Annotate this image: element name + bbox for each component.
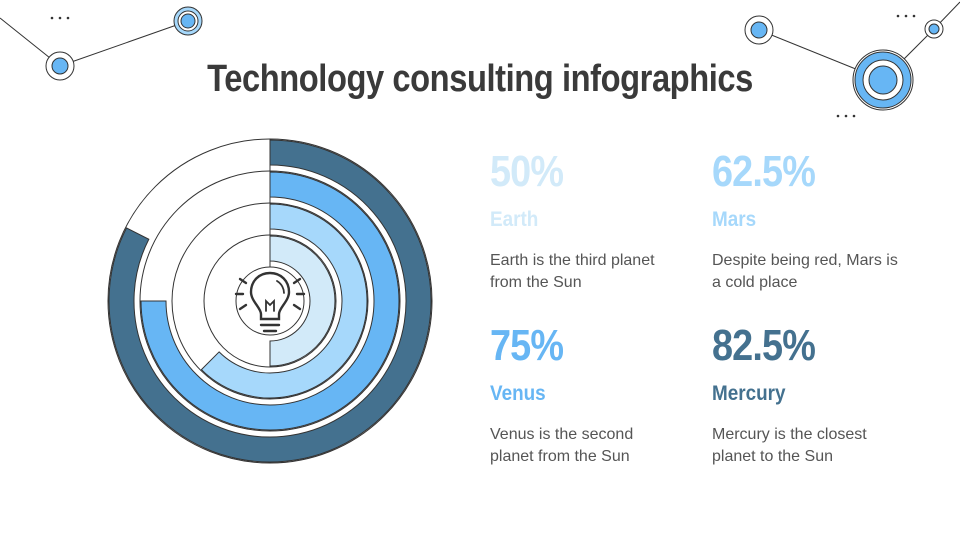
ring-bar-mars	[200, 203, 368, 399]
network-node-icon	[173, 6, 203, 36]
network-node-icon	[924, 19, 944, 39]
page-title: Technology consulting infographics	[207, 58, 753, 100]
network-node-icon	[45, 51, 75, 81]
lightbulb-icon	[234, 271, 306, 333]
stat-name: Earth	[490, 208, 539, 231]
network-node-icon	[852, 49, 914, 111]
stat-name: Venus	[490, 382, 546, 405]
stat-description: Mercury is the closest planet to the Sun	[712, 426, 867, 465]
stat-value: 82.5%	[712, 321, 816, 370]
stat-value: 50%	[490, 147, 564, 196]
radial-bar-chart	[107, 138, 433, 464]
stat-description: Venus is the second planet from the Sun	[490, 426, 634, 465]
ring-bar-earth	[269, 235, 336, 367]
stat-earth: 50% Earth Earth is the third planet from…	[490, 150, 690, 294]
network-node-icon	[744, 15, 774, 45]
stat-mercury: 82.5% Mercury Mercury is the closest pla…	[712, 324, 912, 468]
ring-bar-venus	[140, 171, 400, 431]
stat-description: Despite being red, Mars is a cold place	[712, 252, 898, 291]
stat-value: 75%	[490, 321, 564, 370]
stat-value: 62.5%	[712, 147, 816, 196]
dots-icon	[896, 14, 916, 18]
stat-mars: 62.5% Mars Despite being red, Mars is a …	[712, 150, 912, 294]
stat-name: Mars	[712, 208, 757, 231]
stat-name: Mercury	[712, 382, 786, 405]
dots-icon	[836, 114, 856, 118]
stat-venus: 75% Venus Venus is the second planet fro…	[490, 324, 690, 468]
dots-icon	[50, 16, 70, 20]
stat-description: Earth is the third planet from the Sun	[490, 252, 655, 291]
ring-bar-mercury	[108, 139, 432, 463]
